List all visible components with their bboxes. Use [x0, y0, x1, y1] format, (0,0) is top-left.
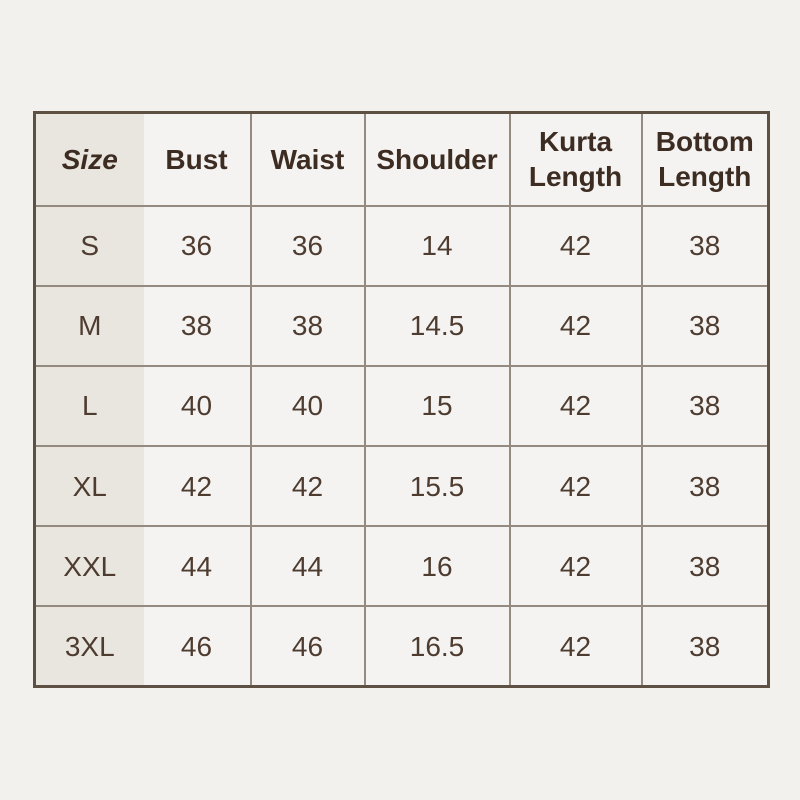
header-cell-waist: Waist: [249, 111, 366, 207]
value-cell-bottom-length: 38: [640, 605, 770, 688]
header-cell-size: Size: [33, 111, 144, 207]
size-cell: 3XL: [33, 605, 144, 688]
table-row-l: L 40 40 15 42 38: [33, 364, 770, 447]
value-cell-shoulder: 16.5: [363, 605, 511, 688]
value-cell-bust: 46: [142, 605, 252, 688]
header-row: Size Bust Waist Shoulder Kurta Length Bo…: [33, 111, 770, 207]
value-cell-bottom-length: 38: [640, 364, 770, 447]
value-cell-waist: 36: [249, 204, 366, 287]
table-row-3xl: 3XL 46 46 16.5 42 38: [33, 605, 770, 688]
size-cell: S: [33, 204, 144, 287]
value-cell-kurta-length: 42: [508, 444, 643, 528]
table-row-s: S 36 36 14 42 38: [33, 204, 770, 287]
value-cell-waist: 38: [249, 284, 366, 367]
size-cell: L: [33, 364, 144, 447]
value-cell-bust: 44: [142, 525, 252, 608]
value-cell-kurta-length: 42: [508, 605, 643, 688]
value-cell-waist: 40: [249, 364, 366, 447]
header-cell-shoulder: Shoulder: [363, 111, 511, 207]
value-cell-shoulder: 14.5: [363, 284, 511, 367]
header-cell-kurta-length: Kurta Length: [508, 111, 643, 207]
size-cell: XXL: [33, 525, 144, 608]
value-cell-shoulder: 14: [363, 204, 511, 287]
size-cell: XL: [33, 444, 144, 528]
value-cell-bottom-length: 38: [640, 444, 770, 528]
table-row-xxl: XXL 44 44 16 42 38: [33, 525, 770, 608]
value-cell-waist: 42: [249, 444, 366, 528]
table-row-xl: XL 42 42 15.5 42 38: [33, 444, 770, 528]
value-cell-bust: 42: [142, 444, 252, 528]
table-row-m: M 38 38 14.5 42 38: [33, 284, 770, 367]
value-cell-kurta-length: 42: [508, 284, 643, 367]
size-cell: M: [33, 284, 144, 367]
value-cell-kurta-length: 42: [508, 525, 643, 608]
size-chart-table: Size Bust Waist Shoulder Kurta Length Bo…: [33, 111, 770, 688]
value-cell-bottom-length: 38: [640, 284, 770, 367]
value-cell-bust: 40: [142, 364, 252, 447]
header-cell-bottom-length: Bottom Length: [640, 111, 770, 207]
value-cell-bottom-length: 38: [640, 525, 770, 608]
value-cell-shoulder: 16: [363, 525, 511, 608]
value-cell-waist: 44: [249, 525, 366, 608]
value-cell-shoulder: 15: [363, 364, 511, 447]
value-cell-kurta-length: 42: [508, 204, 643, 287]
value-cell-waist: 46: [249, 605, 366, 688]
value-cell-bottom-length: 38: [640, 204, 770, 287]
value-cell-shoulder: 15.5: [363, 444, 511, 528]
value-cell-bust: 36: [142, 204, 252, 287]
value-cell-kurta-length: 42: [508, 364, 643, 447]
header-cell-bust: Bust: [142, 111, 252, 207]
value-cell-bust: 38: [142, 284, 252, 367]
